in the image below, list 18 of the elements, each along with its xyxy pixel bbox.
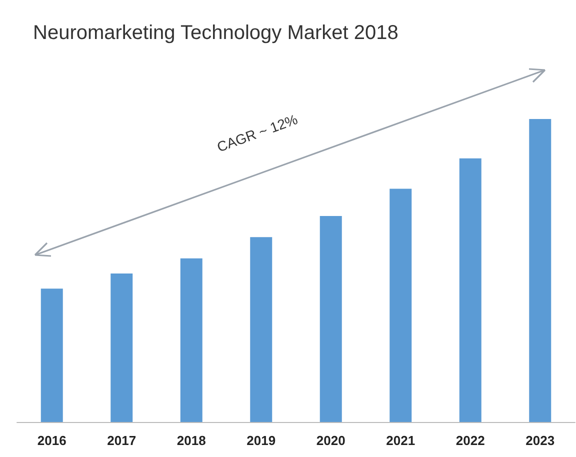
annotation: CAGR ~ 12% [214, 111, 300, 155]
bar [390, 188, 412, 422]
x-tick-label: 2016 [37, 433, 66, 448]
x-tick-label: 2019 [246, 433, 276, 448]
bar [110, 274, 133, 422]
bar [320, 216, 342, 422]
x-tick-label: 2023 [526, 433, 555, 448]
chart-title: Neuromarketing Technology Market 2018 [33, 22, 398, 44]
x-tick-label: 2020 [316, 433, 346, 448]
x-tick-label: 2022 [456, 433, 485, 448]
x-tick-label: 2017 [107, 433, 136, 448]
x-tick-label: 2021 [386, 433, 416, 448]
x-tick-label: 2018 [176, 433, 206, 448]
bar [180, 258, 202, 422]
bar [40, 288, 63, 422]
bar [529, 119, 552, 422]
bar [250, 237, 272, 422]
bar [459, 158, 482, 422]
